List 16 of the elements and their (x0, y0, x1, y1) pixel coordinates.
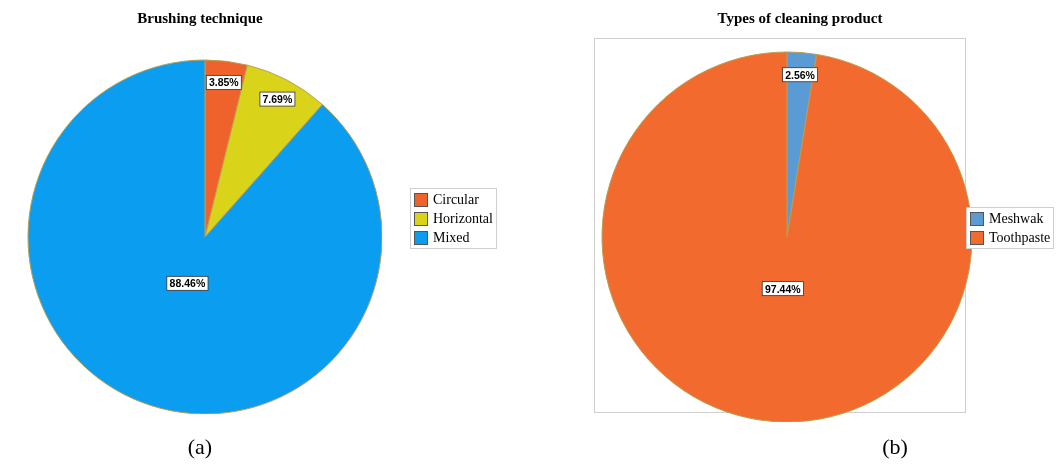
legend-label: Toothpaste (989, 229, 1051, 246)
chart-title: Types of cleaning product (716, 10, 884, 27)
legend-label: Meshwak (989, 210, 1044, 227)
legend-label: Circular (433, 191, 479, 208)
legend-label: Mixed (433, 229, 470, 246)
pie-slice (27, 59, 382, 414)
text: (a) (186, 434, 214, 460)
data-label: 7.69% (262, 93, 293, 106)
pie-slice (601, 51, 972, 422)
legend-label: Horizontal (433, 210, 493, 227)
data-label: 3.85% (208, 76, 240, 89)
chart-title: Brushing technique (136, 10, 264, 27)
data-label: 88.46% (169, 277, 206, 290)
data-label: 97.44% (765, 282, 802, 295)
text: (b) (881, 434, 909, 460)
data-label: 2.56% (785, 68, 816, 81)
